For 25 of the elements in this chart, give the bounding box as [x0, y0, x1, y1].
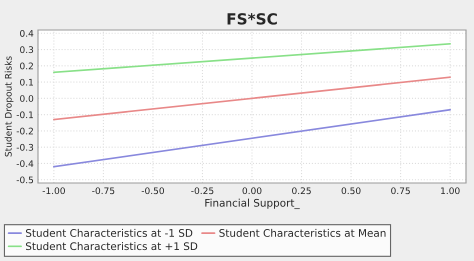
y-tick-label: 0.4 — [20, 30, 34, 37]
y-tick-label: -0.4 — [16, 160, 34, 168]
y-tick-label: -0.2 — [16, 128, 33, 134]
chart-title: FS*SC — [228, 13, 277, 25]
y-axis-title: Student Dropout Risks — [4, 56, 14, 156]
legend-label: Student Characteristics at -1 SD — [26, 228, 192, 237]
x-tick-label: 1.00 — [441, 187, 460, 194]
x-tick-label: -1.00 — [42, 187, 65, 194]
x-tick-label: 0.75 — [391, 187, 410, 194]
legend-label: Student Characteristics at Mean — [219, 228, 386, 237]
x-tick-label: -0.75 — [92, 187, 114, 194]
y-tick-label: -0.5 — [16, 176, 34, 184]
y-tick-label: -0.1 — [16, 111, 33, 118]
x-tick-label: -0.25 — [191, 187, 214, 194]
legend-label: Student Characteristics at +1 SD — [26, 242, 198, 250]
x-tick-label: 0.50 — [342, 187, 361, 194]
x-tick-label: 0.25 — [292, 187, 311, 194]
y-tick-label: 0.2 — [20, 62, 33, 70]
y-tick-label: 0.1 — [20, 78, 33, 86]
y-tick-label: 0.3 — [20, 46, 34, 54]
x-axis-title: Financial Support_ — [205, 198, 300, 210]
x-tick-label: 0.00 — [242, 187, 262, 194]
y-tick-label: 0.0 — [20, 95, 34, 102]
x-tick-label: -0.50 — [142, 187, 164, 194]
y-tick-label: -0.3 — [16, 144, 34, 151]
